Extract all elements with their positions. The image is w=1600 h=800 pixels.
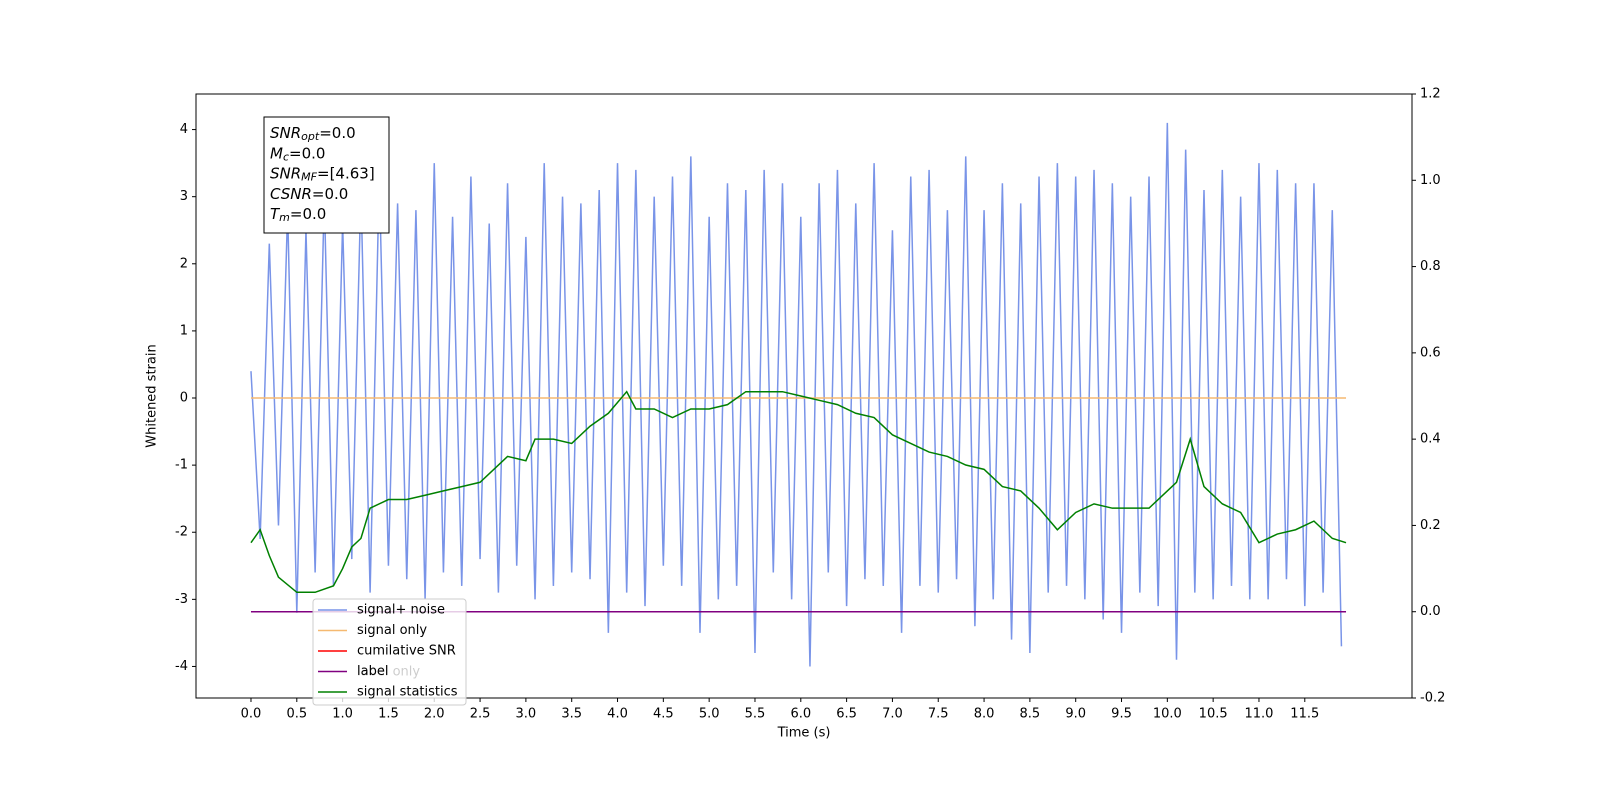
series-line [250, 390, 1347, 594]
y2-tick-label: 0.2 [1420, 518, 1441, 533]
x-tick-label: 11.5 [1290, 707, 1319, 722]
y-tick-label: -3 [175, 592, 188, 607]
x-tick-label: 7.0 [882, 707, 903, 722]
x-tick-label: 1.5 [378, 707, 399, 722]
info-line: Mc=0.0 [270, 144, 325, 164]
series-line [250, 122, 1343, 667]
info-line: SNRMF=[4.63] [270, 164, 375, 184]
y-tick-label: 4 [180, 122, 188, 137]
info-subscript: c [283, 150, 289, 163]
x-tick-label: 6.0 [790, 707, 811, 722]
x-tick-label: 5.5 [745, 707, 766, 722]
x-tick-label: 11.0 [1244, 707, 1273, 722]
x-tick-label: 4.5 [653, 707, 674, 722]
x-tick-label: 10.0 [1153, 707, 1182, 722]
info-value: =0.0 [290, 205, 326, 223]
info-value: =0.0 [312, 184, 348, 202]
y-tick-label: 0 [180, 391, 188, 406]
x-axis-label: Time (s) [777, 726, 831, 741]
legend-label: label [357, 664, 388, 679]
info-value: =0.0 [319, 124, 355, 142]
info-line: SNRopt=0.0 [270, 124, 356, 144]
y-axis-label: Whitened strain [145, 344, 160, 447]
x-tick-label: 4.0 [607, 707, 628, 722]
info-line: Tm=0.0 [270, 205, 326, 225]
y2-tick-label: 1.0 [1420, 173, 1441, 188]
legend-box [312, 598, 467, 706]
y2-tick-label: 0.0 [1420, 604, 1441, 619]
info-subscript: opt [301, 130, 320, 143]
x-tick-label: 8.0 [974, 707, 995, 722]
info-symbol: T [270, 205, 281, 223]
x-tick-label: 7.5 [928, 707, 949, 722]
x-tick-label: 0.0 [241, 707, 262, 722]
info-value: =0.0 [289, 144, 325, 162]
x-tick-label: 6.5 [836, 707, 857, 722]
info-symbol: SNR [270, 124, 301, 142]
y2-tick-label: 0.6 [1420, 345, 1441, 360]
legend-label: signal only [357, 623, 427, 638]
x-tick-label: 0.5 [286, 707, 307, 722]
info-symbol: CSNR [270, 184, 312, 202]
info-value: =[4.63] [317, 164, 375, 182]
legend-label: cumilative SNR [357, 644, 456, 659]
x-tick-label: 3.0 [516, 707, 537, 722]
legend-label: signal+ noise [357, 603, 445, 618]
y2-tick-label: -0.2 [1420, 691, 1445, 706]
x-tick-label: 1.0 [332, 707, 353, 722]
plot-frame [195, 93, 1413, 699]
y-tick-label: 2 [180, 256, 188, 271]
y-tick-label: 3 [180, 189, 188, 204]
x-tick-label: 2.5 [470, 707, 491, 722]
info-line: CSNR=0.0 [270, 184, 348, 202]
info-symbol: M [270, 144, 283, 162]
y-tick-label: -1 [175, 458, 188, 473]
x-tick-label: 2.0 [424, 707, 445, 722]
legend-label: signal statistics [357, 685, 458, 700]
info-box [263, 116, 390, 234]
y-tick-label: 1 [180, 323, 188, 338]
info-symbol: SNR [270, 164, 301, 182]
x-tick-label: 9.5 [1111, 707, 1132, 722]
y-tick-label: -4 [175, 659, 188, 674]
x-tick-label: 9.0 [1065, 707, 1086, 722]
x-tick-label: 3.5 [561, 707, 582, 722]
x-tick-label: 5.0 [699, 707, 720, 722]
y-tick-label: -2 [175, 525, 188, 540]
y2-tick-label: 0.4 [1420, 432, 1441, 447]
y2-tick-label: 0.8 [1420, 259, 1441, 274]
info-subscript: m [279, 211, 290, 224]
x-tick-label: 8.5 [1020, 707, 1041, 722]
info-subscript: MF [301, 171, 317, 184]
y2-tick-label: 1.2 [1420, 87, 1441, 102]
x-tick-label: 10.5 [1199, 707, 1228, 722]
